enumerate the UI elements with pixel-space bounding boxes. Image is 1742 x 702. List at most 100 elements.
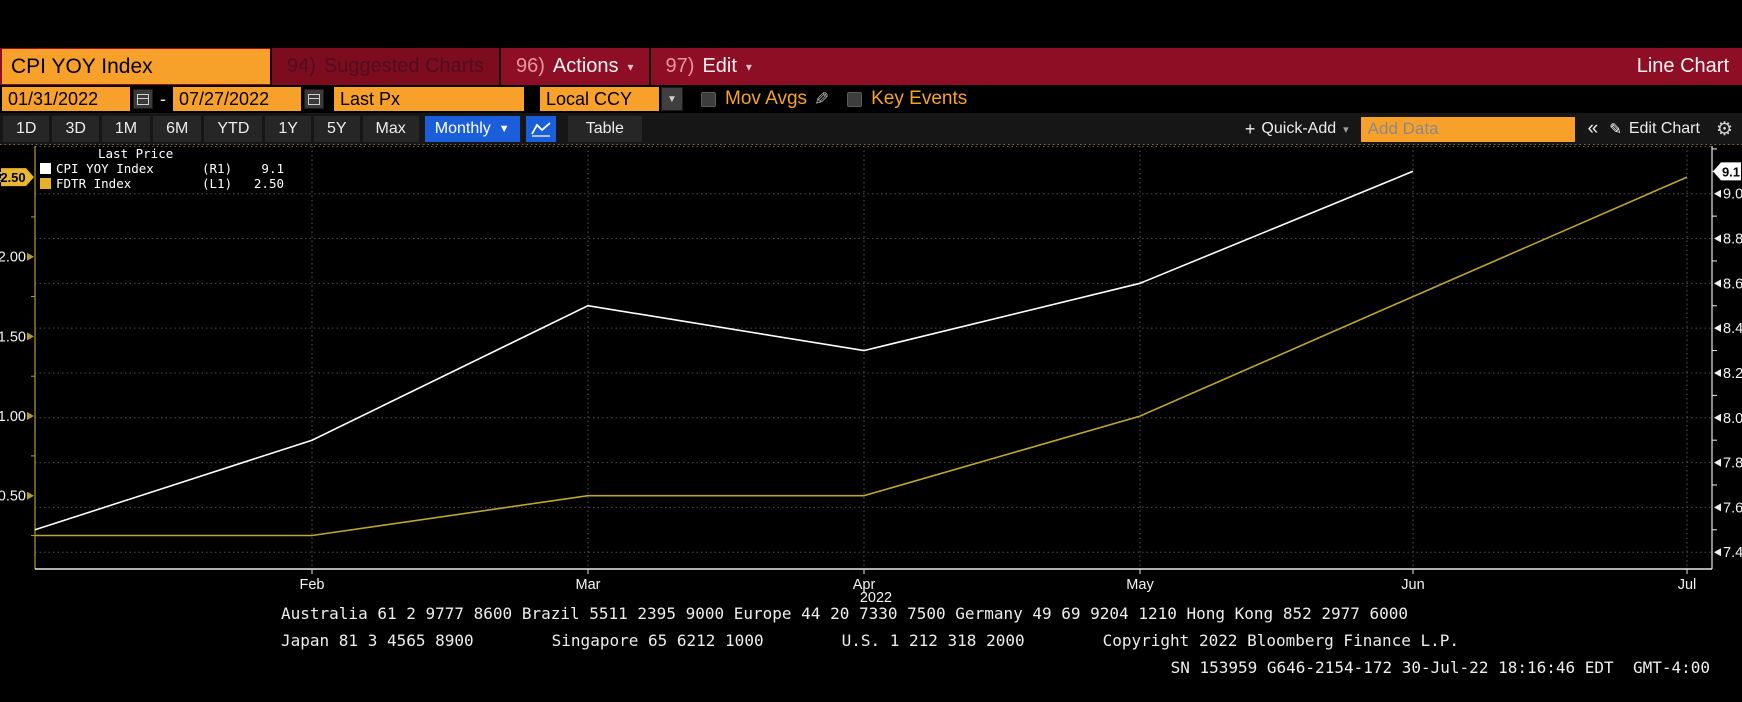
quick-add-button[interactable]: + Quick-Add ▾ — [1245, 119, 1349, 140]
frequency-label: Monthly — [434, 120, 491, 137]
right-tick-arrow-icon — [1714, 503, 1721, 512]
right-tick-arrow-icon — [1714, 279, 1721, 288]
period-tab-1m[interactable]: 1M — [101, 116, 151, 142]
security-ticker-field[interactable]: CPI YOY Index — [2, 49, 270, 84]
mov-avgs-label[interactable]: Mov Avgs — [725, 88, 808, 109]
footer-segment: U.S. 1 212 318 2000 — [841, 631, 1025, 650]
chart-toolbar: 1D 3D 1M 6M YTD 1Y 5Y Max Monthly ▼ Table + Qui… — [0, 113, 1742, 145]
plus-icon: + — [1244, 118, 1256, 139]
legend-value: 9.1 — [261, 161, 284, 176]
legend-item-cpi-yoy-index[interactable]: CPI YOY Index (R1) 9.1 — [40, 161, 284, 176]
calendar-icon[interactable] — [133, 89, 153, 109]
legend-axis: (R1) — [202, 161, 233, 176]
collapse-icon[interactable]: « — [1587, 118, 1599, 139]
cpi-last-price-tag — [1713, 162, 1741, 181]
footer-segment: Copyright 2022 Bloomberg Finance L.P. — [1102, 631, 1460, 650]
date-from-field[interactable]: 01/31/2022 — [2, 87, 130, 111]
edit-chart-label: Edit Chart — [1628, 120, 1700, 137]
legend-title: Last Price — [98, 146, 174, 161]
right-axis-label: 7.4 — [1723, 545, 1742, 561]
left-axis-label: 1.50 — [0, 329, 26, 345]
currency-dropdown-button[interactable]: ▼ — [661, 87, 683, 111]
date-to-field[interactable]: 07/27/2022 — [173, 87, 301, 111]
caret-down-icon: ▼ — [498, 123, 510, 135]
calendar-icon[interactable] — [304, 89, 324, 109]
footer-contacts-line2: Japan 81 3 4565 8900 Singapore 65 6212 10… — [281, 631, 1459, 650]
legend-name: FDTR Index — [56, 176, 132, 191]
period-tabs: 1D 3D 1M 6M YTD 1Y 5Y Max — [0, 116, 419, 142]
series-line-fdtr-index — [35, 176, 1688, 537]
right-axis-label: 7.8 — [1723, 456, 1742, 472]
right-tick-arrow-icon — [1714, 234, 1721, 243]
period-tab-max[interactable]: Max — [362, 116, 419, 142]
key-events-label[interactable]: Key Events — [871, 88, 968, 109]
period-tab-5y[interactable]: 5Y — [313, 116, 360, 142]
left-axis-label: 1.00 — [0, 409, 26, 425]
cpi-last-price-value: 9.1 — [1722, 164, 1740, 179]
caret-down-icon: ▾ — [745, 59, 752, 74]
tab-number: 96) — [516, 55, 545, 77]
x-axis-month-label: Jun — [1401, 577, 1424, 593]
mov-avgs-checkbox[interactable] — [701, 91, 716, 107]
left-tick-arrow-icon — [27, 491, 34, 500]
plot-area[interactable] — [35, 146, 1712, 569]
title-bar: CPI YOY Index 94) Suggested Charts 96) A… — [0, 48, 1742, 85]
footer-session-info: SN 153959 G646-2154-172 30-Jul-22 18:16:… — [1170, 658, 1710, 677]
right-tick-arrow-icon — [1714, 413, 1721, 422]
legend-axis: (L1) — [202, 176, 233, 191]
caret-down-icon: ▾ — [627, 59, 634, 74]
left-tick-arrow-icon — [27, 332, 34, 341]
legend-item-fdtr-index[interactable]: FDTR Index (L1) 2.50 — [40, 176, 284, 191]
tab-suggested-charts[interactable]: 94) Suggested Charts — [270, 48, 500, 85]
line-chart-icon[interactable] — [525, 116, 556, 142]
left-tick-arrow-icon — [27, 412, 34, 421]
right-axis-label: 8.6 — [1723, 276, 1742, 292]
period-tab-ytd[interactable]: YTD — [204, 116, 263, 142]
caret-down-icon: ▾ — [1343, 123, 1349, 136]
pencil-icon: ✎ — [1609, 121, 1622, 138]
period-tab-3d[interactable]: 3D — [52, 116, 99, 142]
x-axis-month-label: Apr — [853, 577, 876, 593]
x-axis-month-label: Feb — [300, 577, 325, 593]
period-tab-1y[interactable]: 1Y — [265, 116, 311, 142]
tab-label: Suggested Charts — [323, 55, 485, 77]
settings-row: 01/31/2022 - 07/27/2022 Last Px Local CC… — [0, 85, 1742, 113]
key-events-checkbox[interactable] — [847, 91, 863, 107]
left-axis-label: 0.50 — [0, 489, 26, 505]
edit-chart-button[interactable]: ✎ Edit Chart — [1609, 120, 1700, 138]
right-axis-label: 8.4 — [1723, 321, 1742, 337]
x-axis-month-label: Jul — [1678, 577, 1697, 593]
x-axis-year-label: 2022 — [860, 590, 892, 606]
period-tab-6m[interactable]: 6M — [153, 116, 202, 142]
left-axis-label: 2.00 — [0, 250, 26, 266]
series-line-cpi-yoy-index — [34, 170, 1414, 531]
right-tick-arrow-icon — [1714, 458, 1721, 467]
gear-icon[interactable]: ⚙ — [1715, 118, 1733, 140]
right-axis-label: 9.0 — [1723, 187, 1742, 203]
period-tab-1d[interactable]: 1D — [3, 116, 50, 142]
tab-actions[interactable]: 96) Actions ▾ — [499, 48, 649, 85]
price-field-select[interactable]: Last Px — [334, 87, 524, 111]
legend-swatch — [40, 178, 51, 189]
x-axis-month-label: Mar — [576, 577, 601, 593]
right-tick-arrow-icon — [1714, 368, 1721, 377]
tab-edit[interactable]: 97) Edit ▾ — [648, 48, 767, 85]
tab-number: 97) — [665, 55, 695, 77]
legend-swatch — [40, 163, 51, 174]
fdtr-last-price-tag — [1, 168, 34, 187]
currency-select[interactable]: Local CCY — [540, 87, 659, 111]
table-button[interactable]: Table — [567, 116, 642, 142]
right-tick-arrow-icon — [1714, 548, 1721, 557]
legend-value: 2.50 — [253, 176, 284, 191]
legend-name: CPI YOY Index — [56, 161, 154, 176]
date-range-separator: - — [160, 88, 166, 109]
fdtr-last-price-value: 2.50 — [0, 170, 25, 185]
add-data-input[interactable] — [1360, 116, 1575, 142]
footer-segment: Japan 81 3 4565 8900 — [281, 631, 474, 650]
tab-label: Actions — [552, 55, 619, 77]
right-tick-arrow-icon — [1714, 189, 1721, 198]
right-axis-label: 8.0 — [1723, 411, 1742, 427]
frequency-dropdown[interactable]: Monthly ▼ — [424, 116, 520, 142]
right-axis-label: 8.2 — [1723, 366, 1742, 382]
